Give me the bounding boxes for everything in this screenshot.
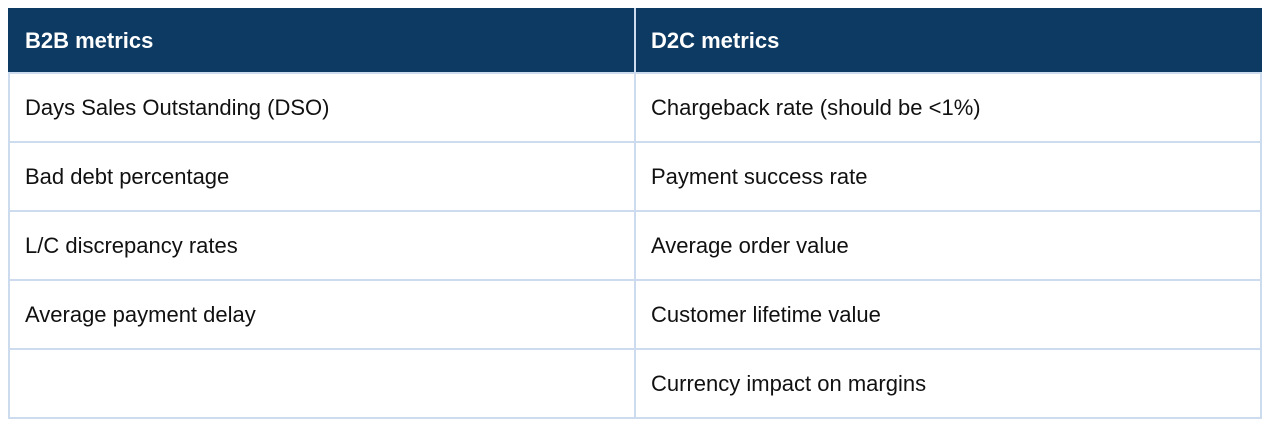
cell-d2c-customer-lifetime-value: Customer lifetime value [634, 279, 1262, 350]
header-row: B2B metrics D2C metrics [8, 8, 1262, 74]
table-header: B2B metrics D2C metrics [8, 8, 1262, 74]
cell-d2c-average-order-value: Average order value [634, 210, 1262, 281]
cell-b2b-bad-debt: Bad debt percentage [8, 141, 636, 212]
table-body: Days Sales Outstanding (DSO) Chargeback … [8, 72, 1262, 419]
cell-d2c-currency-impact: Currency impact on margins [634, 348, 1262, 419]
metrics-comparison-table: B2B metrics D2C metrics Days Sales Outst… [8, 8, 1262, 419]
table-row: Days Sales Outstanding (DSO) Chargeback … [8, 72, 1262, 143]
cell-d2c-chargeback-rate: Chargeback rate (should be <1%) [634, 72, 1262, 143]
column-header-d2c-metrics: D2C metrics [634, 8, 1262, 74]
cell-b2b-empty [8, 348, 636, 419]
column-header-b2b-metrics: B2B metrics [8, 8, 636, 74]
cell-b2b-average-payment-delay: Average payment delay [8, 279, 636, 350]
cell-b2b-lc-discrepancy: L/C discrepancy rates [8, 210, 636, 281]
cell-d2c-payment-success: Payment success rate [634, 141, 1262, 212]
table-row: L/C discrepancy rates Average order valu… [8, 210, 1262, 281]
table-row: Average payment delay Customer lifetime … [8, 279, 1262, 350]
table-row: Bad debt percentage Payment success rate [8, 141, 1262, 212]
table-row: Currency impact on margins [8, 348, 1262, 419]
cell-b2b-dso: Days Sales Outstanding (DSO) [8, 72, 636, 143]
